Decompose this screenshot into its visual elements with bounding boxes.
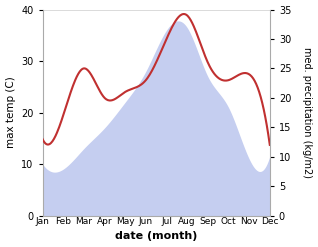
Y-axis label: max temp (C): max temp (C) — [5, 77, 16, 148]
Y-axis label: med. precipitation (kg/m2): med. precipitation (kg/m2) — [302, 47, 313, 178]
X-axis label: date (month): date (month) — [115, 231, 197, 242]
